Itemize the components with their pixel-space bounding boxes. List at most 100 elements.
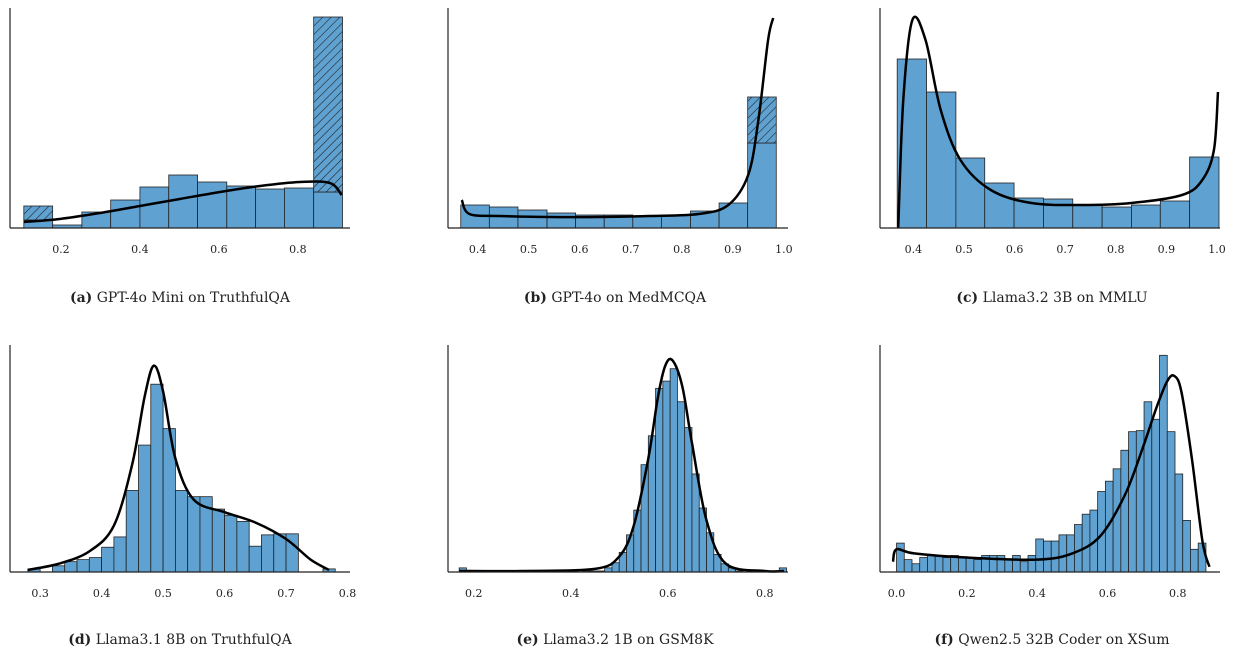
x-tick-label: 0.7: [622, 243, 640, 256]
caption-text: Qwen2.5 32B Coder on XSum: [958, 632, 1169, 648]
bar: [174, 490, 189, 573]
bar: [1027, 555, 1037, 573]
caption-text: GPT-4o on MedMCQA: [551, 290, 707, 306]
bar: [965, 557, 975, 573]
bar: [662, 380, 671, 573]
bar: [1182, 520, 1191, 573]
bar: [1112, 468, 1122, 573]
bar: [113, 536, 127, 573]
bar: [168, 174, 198, 229]
caption-text: Llama3.2 1B on GSM8K: [543, 632, 714, 648]
bar: [1101, 206, 1132, 229]
bar: [211, 508, 225, 573]
bar: [677, 401, 686, 573]
bar: [911, 563, 921, 573]
x-tick-label: 0.8: [339, 587, 357, 600]
caption: (d) Llama3.1 8B on TruthfulQA: [68, 632, 292, 648]
bar: [632, 215, 662, 229]
bar: [1120, 449, 1129, 573]
kde-curve: [459, 357, 785, 573]
bar: [248, 545, 262, 573]
bar: [150, 383, 164, 573]
bar: [284, 187, 315, 229]
x-tick-label: 0.6: [1006, 243, 1024, 256]
bar: [125, 490, 139, 573]
bar: [1019, 561, 1029, 573]
x-tick-label: 0.8: [1169, 587, 1187, 600]
caption-text: Llama3.2 3B on MMLU: [983, 290, 1148, 306]
x-tick-label: 0.5: [955, 243, 973, 256]
panel: 0.4 0.5 0.6 0.7 0.8 0.9 1.0 (b) GPT-4o on MedMC…: [447, 8, 793, 306]
x-tick-label: 0.6: [1099, 587, 1117, 600]
caption-label: (a): [70, 290, 92, 306]
x-tick-label: 0.4: [131, 243, 149, 256]
kde-curve: [27, 364, 330, 572]
bar: [934, 555, 944, 573]
caption: (c) Llama3.2 3B on MMLU: [956, 290, 1147, 306]
bar: [1151, 418, 1160, 573]
caption: (f) Qwen2.5 32B Coder on XSum: [934, 632, 1169, 648]
bar: [973, 559, 983, 573]
bar: [1159, 200, 1191, 229]
x-tick-label: 0.4: [905, 243, 923, 256]
bar: [187, 496, 201, 573]
bar: [517, 209, 548, 229]
bar: [684, 427, 693, 573]
bar: [261, 534, 275, 573]
kde-curve: [891, 374, 1211, 568]
x-tick-label: 0.6: [659, 587, 677, 600]
x-tick-label: 0.6: [571, 243, 589, 256]
bar: [64, 561, 78, 573]
x-tick-label: 0.3: [31, 587, 49, 600]
bar: [1190, 548, 1199, 573]
x-tick-label: 0.7: [1056, 243, 1074, 256]
x-tick-label: 0.4: [1028, 587, 1046, 600]
x-tick-label: 0.4: [469, 243, 487, 256]
bar: [52, 565, 66, 573]
bar: [1174, 473, 1184, 573]
x-tick-label: 0.4: [93, 587, 111, 600]
x-tick-label: 0.2: [958, 587, 976, 600]
bar: [1072, 204, 1103, 229]
caption-label: (e): [516, 632, 538, 648]
caption-label: (f): [934, 632, 953, 648]
bar: [958, 557, 967, 573]
bar: [691, 473, 700, 573]
bar: [236, 521, 250, 573]
bar: [718, 202, 749, 229]
x-tick-label: 0.2: [52, 243, 70, 256]
x-tick-label: 0.8: [673, 243, 691, 256]
caption-label: (d): [68, 632, 91, 648]
bar: [903, 559, 913, 573]
x-tick-label: 1.0: [775, 243, 793, 256]
bar: [88, 557, 103, 573]
kde-curve: [460, 17, 775, 219]
x-tick-label: 1.0: [1208, 243, 1226, 256]
x-tick-label: 0.0: [888, 587, 906, 600]
bar: [927, 555, 936, 573]
panel: 0.3 0.4 0.5 0.6 0.7 0.8 (d) Llama3.1 8B on Tru…: [9, 345, 357, 648]
bar: [669, 368, 678, 573]
bar: [273, 533, 287, 573]
caption-text: Llama3.1 8B on TruthfulQA: [96, 632, 293, 648]
bar: [1131, 204, 1161, 229]
bar: [1043, 540, 1052, 573]
x-tick-label: 0.4: [562, 587, 580, 600]
bar: [101, 546, 115, 573]
caption: (e) Llama3.2 1B on GSM8K: [516, 632, 714, 648]
kde-curve: [23, 180, 343, 224]
caption: (a) GPT-4o Mini on TruthfulQA: [70, 290, 291, 306]
panel: 0.2 0.4 0.6 0.8 (a) GPT-4o Mini on TruthfulQ…: [9, 8, 350, 306]
bar: [546, 212, 577, 229]
x-tick-label: 0.7: [277, 587, 295, 600]
bar: [313, 191, 343, 229]
bar: [942, 557, 952, 573]
hatched-bar: [23, 205, 54, 221]
x-tick-label: 0.2: [465, 587, 483, 600]
bar: [1166, 431, 1176, 573]
x-tick-label: 0.6: [210, 243, 228, 256]
hatched-bar: [313, 16, 343, 193]
bar: [1058, 534, 1068, 573]
x-tick-label: 0.8: [289, 243, 307, 256]
